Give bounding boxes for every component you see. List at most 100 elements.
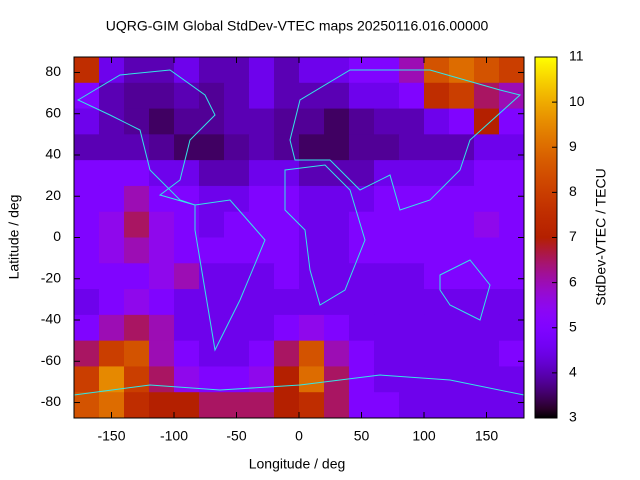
heat-cell	[124, 366, 150, 393]
heat-cell	[349, 134, 375, 161]
heat-cell	[424, 134, 450, 161]
heat-cell	[499, 82, 525, 110]
x-tick-label: 50	[354, 428, 370, 444]
heat-cell	[449, 82, 475, 110]
coastline	[439, 259, 491, 321]
heat-cell	[99, 108, 125, 135]
heat-cell	[349, 263, 375, 290]
heat-cell	[99, 160, 125, 187]
heat-cell	[149, 185, 175, 213]
heat-cell	[399, 340, 425, 367]
heat-cell	[349, 237, 375, 264]
heat-cell	[449, 340, 475, 367]
heat-cell	[424, 289, 450, 316]
x-tick-label: 100	[412, 428, 436, 444]
heat-cell	[174, 237, 200, 264]
heat-cell	[149, 263, 175, 290]
heat-cell	[74, 211, 100, 238]
heat-cell	[399, 263, 425, 290]
heat-cell	[99, 263, 125, 290]
heat-cell	[174, 108, 200, 135]
heat-cell	[299, 366, 325, 393]
heat-cell	[299, 108, 325, 135]
chart-title: UQRG-GIM Global StdDev-VTEC maps 2025011…	[106, 18, 489, 34]
x-tick-label: -50	[226, 428, 246, 444]
heat-cell	[249, 211, 275, 238]
coastline	[284, 164, 366, 306]
heat-cell	[249, 314, 275, 342]
heat-cell	[199, 392, 225, 419]
heat-cell	[349, 289, 375, 316]
heat-cell	[474, 340, 500, 367]
heat-cell	[124, 392, 150, 419]
heat-cell	[474, 134, 500, 161]
heat-cell	[274, 340, 300, 367]
heat-cell	[224, 134, 250, 161]
heat-cell	[199, 134, 225, 161]
heat-cell	[349, 314, 375, 342]
heat-cell	[274, 160, 300, 187]
heat-cell	[99, 366, 125, 393]
heat-cell	[474, 289, 500, 316]
heat-cell	[299, 185, 325, 213]
y-tick-label: -20	[41, 269, 61, 285]
colorbar-tick-label: 7	[569, 228, 577, 244]
heat-cell	[274, 57, 300, 84]
heat-cell	[74, 57, 100, 84]
heat-cell	[299, 289, 325, 316]
heat-cell	[249, 289, 275, 316]
colorbar-tick-label: 3	[569, 409, 577, 425]
heat-cell	[174, 366, 200, 393]
heat-cell	[149, 289, 175, 316]
heat-cell	[99, 340, 125, 367]
heat-cell	[299, 392, 325, 419]
heat-cell	[199, 237, 225, 264]
heat-cell	[224, 263, 250, 290]
heat-cell	[374, 314, 400, 342]
heat-cell	[424, 237, 450, 264]
heat-cell	[224, 211, 250, 238]
heat-cell	[74, 108, 100, 135]
heat-cell	[424, 314, 450, 342]
coastlines	[73, 69, 525, 396]
heat-cell	[74, 82, 100, 110]
heat-cell	[199, 185, 225, 213]
heat-cell	[274, 314, 300, 342]
heat-cell	[299, 82, 325, 110]
heat-cell	[324, 57, 350, 84]
heat-cell	[149, 82, 175, 110]
heat-cell	[324, 340, 350, 367]
heat-cell	[249, 340, 275, 367]
heat-cell	[424, 263, 450, 290]
heat-cell	[124, 263, 150, 290]
heat-cell	[274, 263, 300, 290]
heat-cell	[449, 366, 475, 393]
coastline	[76, 69, 216, 206]
heat-cell	[249, 82, 275, 110]
heat-cell	[249, 185, 275, 213]
heat-cell	[124, 289, 150, 316]
heat-cell	[499, 237, 525, 264]
heat-cell	[124, 134, 150, 161]
heat-cell	[349, 366, 375, 393]
heat-cell	[299, 134, 325, 161]
heat-cell	[74, 366, 100, 393]
heat-cell	[99, 237, 125, 264]
colorbar-tick-label: 5	[569, 318, 577, 334]
heat-cell	[174, 340, 200, 367]
heat-cell	[99, 185, 125, 213]
heat-cell	[74, 263, 100, 290]
heat-cell	[449, 185, 475, 213]
y-tick-label: 40	[45, 146, 61, 162]
coastline	[289, 69, 522, 211]
heat-cell	[149, 237, 175, 264]
heat-cell	[299, 340, 325, 367]
heat-cell	[74, 314, 100, 342]
heat-cell	[274, 108, 300, 135]
heat-cell	[224, 160, 250, 187]
heat-cell	[124, 185, 150, 213]
heat-cell	[99, 211, 125, 238]
heat-cell	[399, 289, 425, 316]
heat-cell	[74, 392, 100, 419]
heat-cell	[424, 185, 450, 213]
